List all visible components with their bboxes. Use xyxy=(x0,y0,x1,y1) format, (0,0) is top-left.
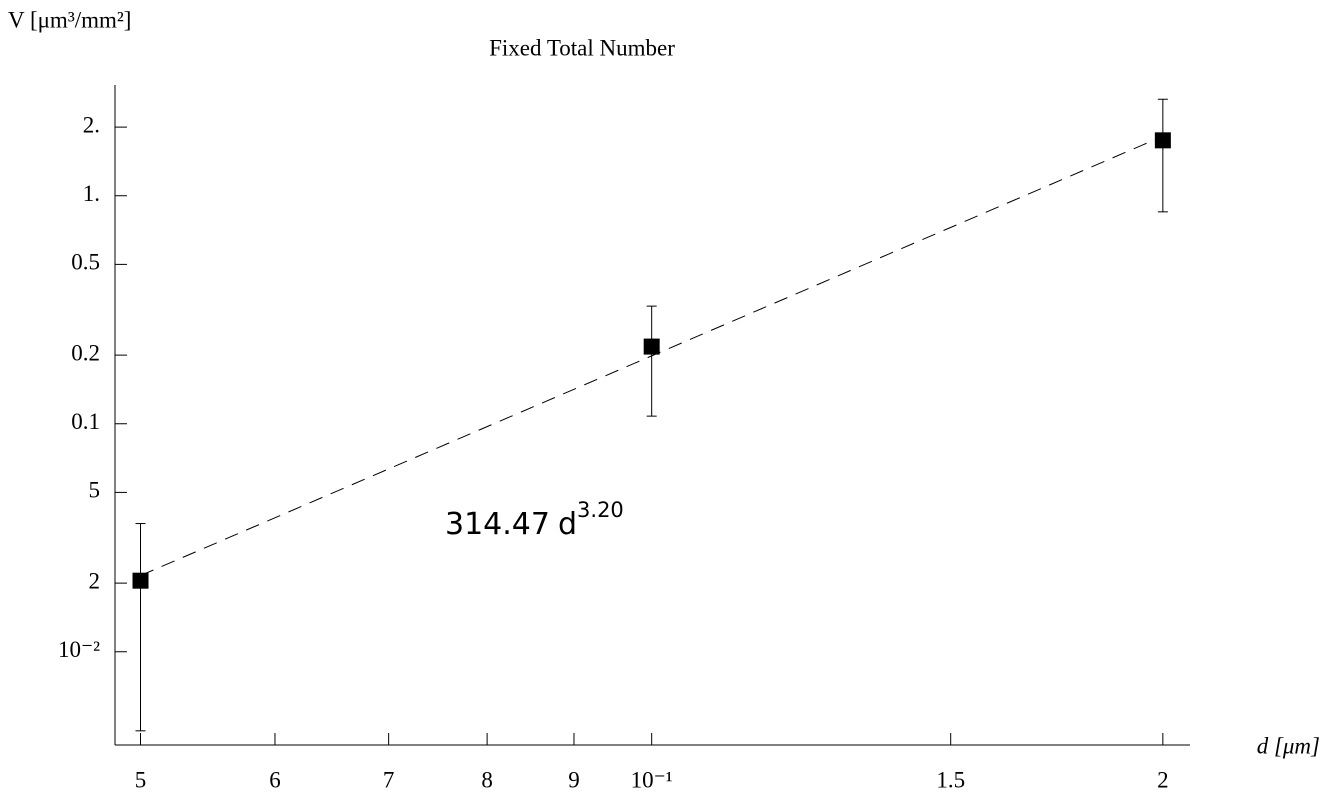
y-tick-label: 10⁻² xyxy=(58,637,100,662)
x-tick-label: 6 xyxy=(269,767,281,792)
x-tick-label: 7 xyxy=(383,767,395,792)
chart-title: Fixed Total Number xyxy=(489,35,675,60)
x-tick-label: 2 xyxy=(1157,767,1169,792)
x-axis-label: d [μm] xyxy=(1257,733,1320,758)
x-tick-label: 10⁻¹ xyxy=(631,767,673,792)
point xyxy=(132,572,149,589)
point xyxy=(643,338,660,355)
y-tick-label: 2 xyxy=(89,568,101,593)
x-tick-label: 8 xyxy=(481,767,493,792)
y-tick-label: 1. xyxy=(83,181,100,206)
y-axis-label: V [μm³/mm²] xyxy=(8,7,131,32)
y-tick-label: 2. xyxy=(83,112,100,137)
y-tick-label: 5 xyxy=(89,478,101,503)
x-tick-label: 1.5 xyxy=(936,767,965,792)
x-tick-label: 9 xyxy=(568,767,580,792)
y-tick-label: 0.1 xyxy=(71,409,100,434)
x-tick-label: 5 xyxy=(135,767,147,792)
fit-annotation: 314.47 d3.20 xyxy=(445,498,624,542)
y-tick-label: 0.2 xyxy=(71,340,100,365)
fit-coefficient: 314.47 xyxy=(445,507,550,542)
y-tick-label: 0.5 xyxy=(71,250,100,275)
fit-exponent: 3.20 xyxy=(577,498,624,522)
fit-space: d xyxy=(558,507,577,542)
point xyxy=(1154,132,1171,149)
